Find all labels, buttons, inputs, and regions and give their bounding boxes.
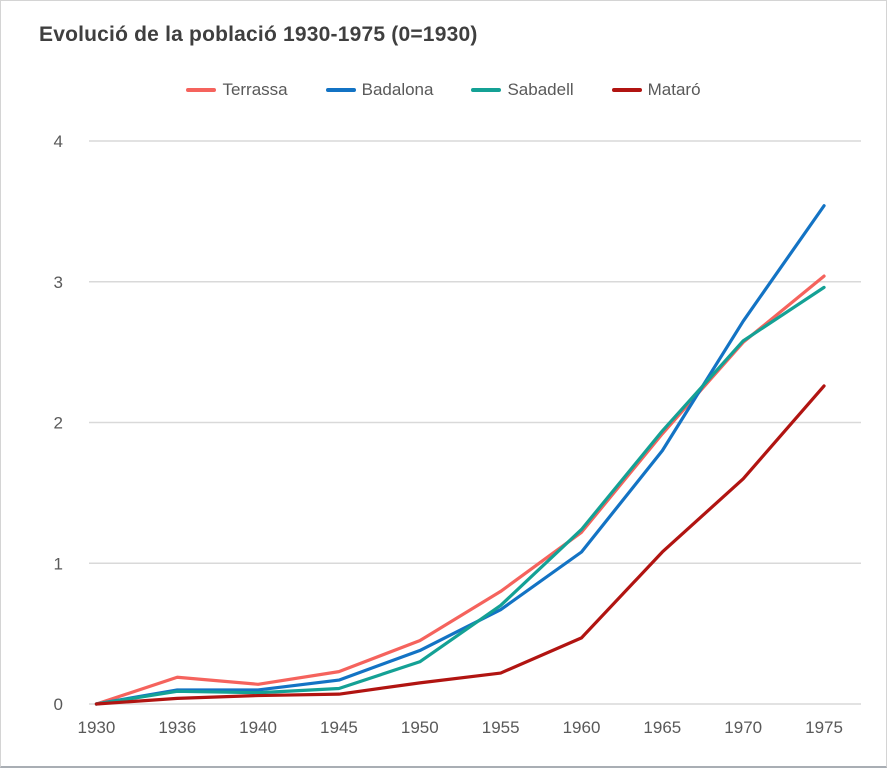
legend-swatch-mataro <box>611 88 642 92</box>
x-axis-label-1965: 1965 <box>643 718 681 737</box>
y-axis-label-2: 2 <box>54 414 63 433</box>
legend-item-terrassa: Terrassa <box>186 80 288 100</box>
x-axis-label-1945: 1945 <box>320 718 358 737</box>
y-axis-label-1: 1 <box>54 554 63 573</box>
series-line-terrassa <box>94 274 826 706</box>
legend-label-terrassa: Terrassa <box>222 80 288 99</box>
series-line-badalona <box>94 204 826 706</box>
legend-label-badalona: Badalona <box>361 80 434 99</box>
x-axis-label-1930: 1930 <box>77 718 115 737</box>
series-line-mataro <box>94 384 826 706</box>
legend-swatch-badalona <box>325 88 356 92</box>
y-axis-label-4: 4 <box>54 132 63 151</box>
legend-swatch-sabadell <box>471 88 502 92</box>
chart-legend: Terrassa Badalona Sabadell Mataró <box>1 80 886 100</box>
x-axis-label-1940: 1940 <box>239 718 277 737</box>
legend-item-sabadell: Sabadell <box>471 80 574 100</box>
chart-title: Evolució de la població 1930-1975 (0=193… <box>39 23 478 46</box>
legend-item-mataro: Mataró <box>611 80 701 100</box>
x-axis-label-1975: 1975 <box>805 718 843 737</box>
series-line-sabadell <box>94 285 826 706</box>
legend-swatch-terrassa <box>186 88 217 92</box>
legend-label-mataro: Mataró <box>647 80 701 99</box>
legend-label-sabadell: Sabadell <box>507 80 574 99</box>
x-axis-label-1950: 1950 <box>401 718 439 737</box>
legend-item-badalona: Badalona <box>325 80 434 100</box>
y-axis-label-3: 3 <box>54 273 63 292</box>
y-axis-label-0: 0 <box>54 695 63 714</box>
x-axis-label-1936: 1936 <box>158 718 196 737</box>
x-axis-label-1955: 1955 <box>482 718 520 737</box>
x-axis-label-1960: 1960 <box>563 718 601 737</box>
x-axis-label-1970: 1970 <box>724 718 762 737</box>
